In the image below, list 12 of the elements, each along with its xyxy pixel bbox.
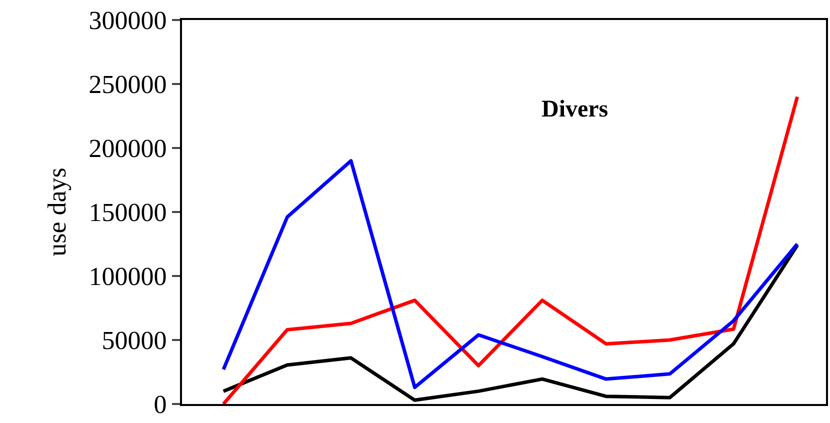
line-series — [222, 95, 800, 404]
y-tick-label: 150000 — [88, 198, 167, 228]
y-tick-label: 300000 — [88, 6, 167, 36]
y-axis-title: use days — [42, 168, 72, 256]
y-tick-label: 200000 — [88, 134, 167, 164]
y-tick-label: 50000 — [102, 326, 167, 356]
y-tick-label: 250000 — [88, 70, 167, 100]
line-series — [222, 244, 800, 402]
y-tick-label: 100000 — [88, 262, 167, 292]
text: Divers — [542, 96, 608, 123]
line-series — [222, 159, 800, 390]
y-tick-label: 0 — [154, 390, 167, 420]
